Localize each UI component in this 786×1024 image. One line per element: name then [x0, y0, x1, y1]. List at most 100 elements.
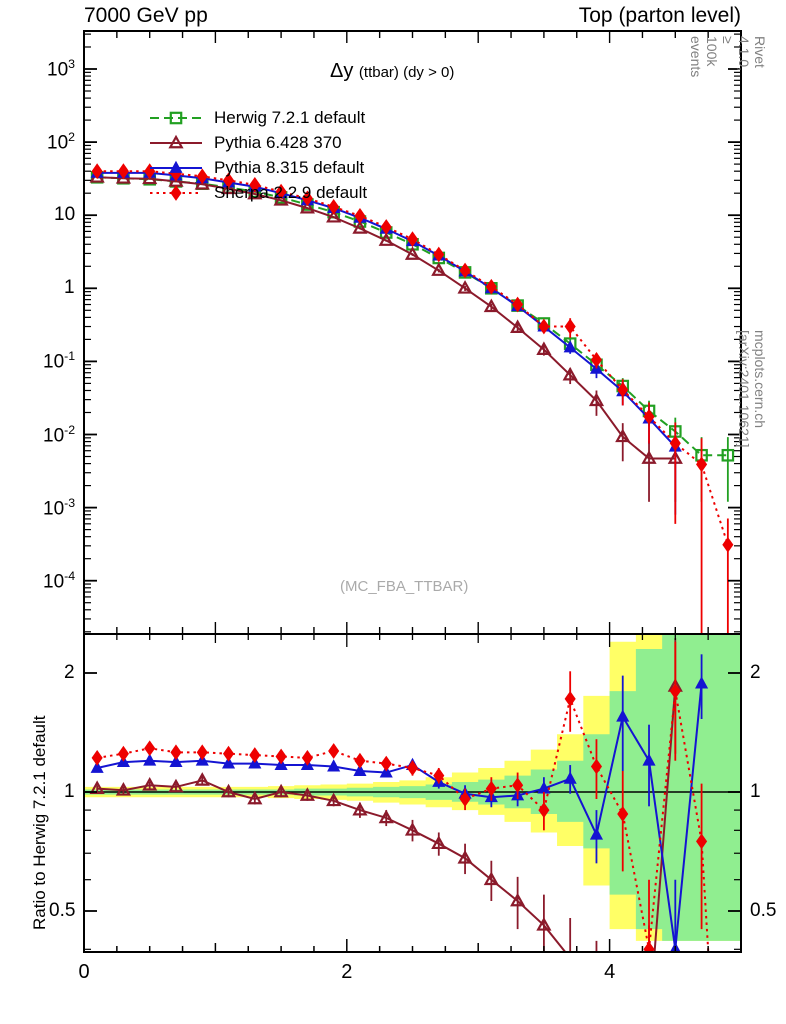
data-point-marker	[247, 185, 263, 200]
ratio-ytick-right-1: 1	[750, 781, 761, 802]
header-right-label: Top (parton level)	[578, 4, 741, 27]
data-point-marker	[170, 744, 182, 761]
data-point-marker	[352, 801, 368, 816]
data-point-marker	[273, 192, 289, 206]
data-point-marker	[169, 160, 183, 173]
main-ytick-3: 1	[64, 277, 75, 299]
data-point-marker	[431, 262, 447, 276]
main-ytick-4: 10-1	[43, 349, 76, 373]
data-point-marker	[275, 748, 287, 765]
data-point-marker	[562, 366, 578, 381]
data-point-marker	[89, 780, 105, 794]
data-point-marker	[380, 755, 392, 772]
data-point-marker	[249, 747, 261, 763]
data-point-marker	[169, 111, 183, 125]
data-point-marker	[91, 749, 103, 766]
data-point-marker	[115, 782, 132, 796]
series-pythia-6-428-370	[89, 169, 683, 502]
data-point-marker	[510, 319, 526, 333]
ratio-axis-label: Ratio to Herwig 7.2.1 default	[30, 715, 49, 930]
data-point-marker	[695, 676, 709, 689]
data-point-marker	[406, 760, 419, 776]
data-point-marker	[142, 170, 158, 185]
data-point-marker	[327, 759, 341, 772]
ratio-ytick-left-0: 2	[64, 662, 75, 683]
data-point-marker	[404, 822, 421, 836]
data-point-marker	[483, 298, 499, 313]
data-point-marker	[591, 993, 602, 1003]
data-point-marker	[669, 435, 681, 452]
data-point-marker	[696, 833, 708, 850]
data-point-marker	[669, 683, 681, 699]
data-point-marker	[616, 709, 630, 722]
main-ytick-1: 102	[47, 130, 76, 154]
rivet-version-label: Rivet 4.1.0, ≥ 100k events	[688, 36, 768, 78]
data-point-marker	[721, 448, 735, 462]
data-point-marker	[301, 190, 313, 207]
series-sherpa-2-2-9-default	[91, 163, 734, 634]
header-left-label: 7000 GeV pp	[84, 4, 208, 27]
data-point-marker	[485, 780, 497, 797]
data-point-marker	[536, 917, 552, 931]
data-point-marker	[590, 351, 603, 368]
data-point-marker	[457, 280, 473, 294]
legend-marker-2	[150, 160, 202, 173]
ratio-ytick-left-2: 0.5	[49, 900, 76, 921]
plot-title-sub: (ttbar) (dy > 0)	[358, 64, 455, 81]
data-point-marker	[406, 231, 419, 248]
legend-marker-1	[150, 134, 202, 149]
data-point-marker	[459, 791, 471, 807]
data-point-marker	[354, 207, 366, 224]
data-point-marker	[510, 892, 526, 907]
data-point-marker	[588, 392, 605, 407]
data-point-marker	[485, 278, 497, 295]
data-point-marker	[90, 760, 104, 773]
data-point-marker	[221, 756, 236, 769]
data-point-marker	[168, 134, 184, 149]
data-point-marker	[378, 232, 394, 246]
legend-label-0: Herwig 7.2.1 default	[214, 108, 366, 127]
data-point-marker	[117, 745, 129, 762]
plot-title: Δy (ttbar) (dy > 0)	[330, 60, 454, 83]
legend-label-3: Sherpa 2.2.9 default	[214, 183, 368, 202]
data-point-marker	[328, 743, 340, 759]
data-point-marker	[142, 777, 158, 791]
legend-label-2: Pythia 8.315 default	[214, 158, 365, 177]
plot-title-main: Δy	[330, 60, 354, 82]
data-point-marker	[643, 1017, 654, 1024]
series-pythia-8-315-default	[90, 165, 682, 515]
series-sherpa-2-2-9-default-ratio	[91, 641, 710, 952]
data-point-marker	[615, 428, 631, 443]
data-point-marker	[379, 765, 393, 778]
data-point-marker	[512, 296, 524, 313]
xtick-1: 2	[341, 960, 353, 983]
data-point-marker	[299, 787, 315, 801]
ratio-ytick-right-0: 2	[750, 662, 761, 683]
xtick-2: 4	[604, 960, 616, 983]
data-point-marker	[617, 806, 629, 822]
data-point-marker	[433, 246, 445, 263]
data-point-marker	[222, 745, 235, 762]
data-point-marker	[459, 262, 471, 279]
data-point-marker	[722, 536, 734, 553]
data-point-marker	[117, 163, 129, 180]
data-point-marker	[404, 246, 421, 260]
data-point-marker	[563, 771, 577, 784]
data-point-marker	[563, 340, 577, 353]
data-point-marker	[352, 220, 368, 234]
legend-label-1: Pythia 6.428 370	[214, 133, 342, 152]
data-point-marker	[380, 219, 392, 235]
data-point-marker	[326, 208, 342, 223]
data-point-marker	[512, 777, 524, 794]
ratio-ytick-right-2: 0.5	[750, 900, 777, 921]
data-point-marker	[168, 778, 184, 793]
data-point-marker	[169, 754, 183, 768]
data-point-marker	[144, 740, 156, 757]
data-point-marker	[457, 849, 473, 864]
main-ytick-0: 103	[47, 57, 76, 81]
data-point-marker	[643, 408, 655, 425]
analysis-watermark: (MC_FBA_TTBAR)	[340, 578, 469, 595]
xtick-0: 0	[78, 960, 90, 983]
series-herwig-7-2-1-default	[90, 170, 735, 502]
